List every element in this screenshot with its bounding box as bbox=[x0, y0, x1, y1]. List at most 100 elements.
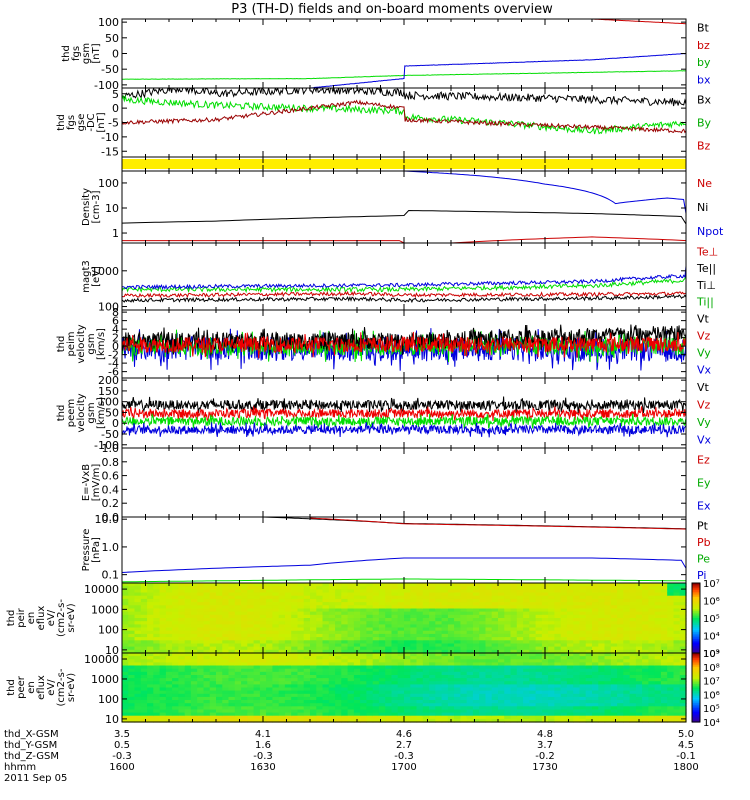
y-tick-label: 100 bbox=[98, 624, 119, 637]
y-axis-label-line: eV/ bbox=[46, 609, 57, 626]
y-tick-label: 1000 bbox=[91, 673, 119, 686]
y-axis-label-line: (cm2-s- bbox=[56, 668, 67, 706]
y-tick-label: 1000 bbox=[91, 603, 119, 616]
y-axis-label: thd fgs gse -DC [nT] bbox=[56, 112, 107, 132]
y-axis-label-line: (cm2-s- bbox=[56, 599, 67, 637]
legend-vy: Vy bbox=[697, 347, 711, 360]
legend-npot: Npot bbox=[697, 225, 724, 238]
x-tick-label: 2.7 bbox=[396, 740, 412, 751]
y-tick-label: 100 bbox=[98, 301, 119, 314]
y-tick-label: 1000 bbox=[91, 265, 119, 278]
date-label: 2011 Sep 05 bbox=[4, 773, 67, 784]
x-tick-label: 4.6 bbox=[396, 729, 412, 740]
y-tick-label: -6 bbox=[108, 366, 119, 379]
y-tick-label: 0 bbox=[112, 340, 119, 353]
legend-ni: Ni bbox=[697, 201, 708, 214]
y-axis-label: thd peim velocity gsm [km/s] bbox=[56, 324, 107, 363]
y-axis-label-line: thd bbox=[6, 610, 17, 627]
y-tick-label: 10 bbox=[105, 644, 119, 657]
x-tick-label: 1730 bbox=[532, 762, 557, 773]
legend-pe: Pe bbox=[697, 552, 710, 565]
legend-bz: bz bbox=[697, 39, 710, 52]
y-tick-label: 200 bbox=[98, 374, 119, 387]
legend-vt: Vt bbox=[697, 313, 710, 326]
y-axis-label-line: [km/s] bbox=[96, 328, 107, 360]
x-tick-label: 1630 bbox=[250, 762, 275, 773]
colorbar-label: 10⁵ bbox=[703, 704, 720, 715]
colorbar-label: 10⁷ bbox=[703, 579, 720, 590]
x-tick-label: 1.6 bbox=[255, 740, 271, 751]
y-tick-label: 8 bbox=[112, 306, 119, 319]
spectrogram-peir-en-eflux: 10000 1000 100 10 thd peir en eflux eV/(cm2-s-sr… bbox=[6, 579, 720, 660]
plot-title: P3 (TH-D) fields and on-board moments ov… bbox=[231, 2, 553, 17]
y-axis-label-line: thd bbox=[56, 405, 67, 422]
y-axis-label-line: Density bbox=[81, 188, 92, 226]
colorbar-label: 10⁷ bbox=[703, 677, 720, 688]
y-tick-label: 1.0 bbox=[102, 541, 120, 554]
colorbar-label: 10⁴ bbox=[703, 718, 720, 729]
y-axis-label-line: fgs bbox=[66, 115, 77, 130]
legend-vz: Vz bbox=[697, 330, 711, 343]
y-tick-label: 0.8 bbox=[102, 456, 120, 469]
x-tick-label: 1800 bbox=[673, 762, 698, 773]
y-axis-label-line: fgs bbox=[71, 46, 82, 61]
panel-fgs-gsm: 100 50 0 -50 -100 thd fgs gsm [nT] Bt bz by bx bbox=[61, 16, 711, 92]
y-tick-label: -2 bbox=[108, 349, 119, 362]
colorbar-label: 10³ bbox=[703, 649, 720, 660]
y-axis-label-line: sr-eV) bbox=[66, 603, 77, 632]
y-tick-label: 100 bbox=[98, 16, 119, 29]
y-axis-label: thd peer en eflux eV/(cm2-s-sr-eV) bbox=[6, 668, 77, 706]
legend-bx: Bx bbox=[697, 94, 712, 107]
y-axis-label-line: eflux bbox=[36, 606, 47, 631]
y-axis-label-line: en bbox=[26, 612, 37, 625]
x-tick-label: 5.0 bbox=[678, 729, 694, 740]
panel-fgs-gse: 50 -5-10-15 thd fgs gse -DC [nT] Bx By Bz bbox=[56, 87, 712, 158]
y-tick-label: -4 bbox=[108, 357, 119, 370]
y-axis-label: thd peem velocity gsm [km/s] bbox=[56, 393, 107, 432]
y-axis-label-line: eV/ bbox=[46, 679, 57, 696]
series-ti- bbox=[122, 266, 686, 290]
x-row-label: thd_Z-GSM bbox=[4, 751, 59, 762]
y-axis-label-line: sr-eV) bbox=[66, 673, 77, 702]
y-tick-label: 100 bbox=[98, 177, 119, 190]
y-tick-label: -15 bbox=[101, 145, 119, 158]
y-axis-label-line: velocity bbox=[76, 393, 87, 432]
y-tick-label: 100 bbox=[98, 396, 119, 409]
x-tick-label: -0.3 bbox=[253, 751, 273, 762]
x-tick-label: 4.8 bbox=[537, 729, 553, 740]
y-axis-label-line: Pressure bbox=[81, 529, 92, 572]
series-npot bbox=[403, 171, 686, 214]
series-vt bbox=[122, 396, 686, 414]
y-tick-label: 10.0 bbox=[95, 513, 120, 526]
y-tick-label: 10 bbox=[105, 202, 119, 215]
legend-vy: Vy bbox=[697, 416, 711, 429]
x-tick-label: 4.1 bbox=[255, 729, 271, 740]
y-axis-label-line: thd bbox=[61, 45, 72, 62]
y-axis-label: thd fgs gsm [nT] bbox=[61, 43, 102, 64]
x-tick-label: 3.7 bbox=[537, 740, 553, 751]
legend-ez: Ez bbox=[697, 454, 710, 467]
x-axis-annotations: thd_X-GSM 3.5 4.1 4.6 4.8 5.0 thd_Y-GSM 0.5 1.6 2… bbox=[4, 729, 699, 784]
series-te- bbox=[122, 290, 686, 299]
legend-ex: Ex bbox=[697, 500, 711, 513]
y-tick-label: 0 bbox=[112, 417, 119, 430]
x-tick-label: -0.3 bbox=[394, 751, 414, 762]
legend-by: by bbox=[697, 56, 711, 69]
legend-ne: Ne bbox=[697, 177, 712, 190]
y-tick-label: 4 bbox=[112, 323, 119, 336]
series-te- bbox=[122, 294, 686, 304]
series-pi bbox=[122, 557, 686, 573]
legend-bt: Bt bbox=[697, 22, 710, 35]
y-axis-label-line: magt3 bbox=[81, 260, 92, 293]
y-tick-label: 150 bbox=[98, 385, 119, 398]
legend-pb: Pb bbox=[697, 536, 711, 549]
y-axis-label-line: thd bbox=[6, 679, 17, 696]
y-tick-label: 0 bbox=[112, 48, 119, 61]
y-axis-label-line: thd bbox=[56, 336, 67, 353]
legend-vt: Vt bbox=[697, 381, 710, 394]
y-tick-label: 0.2 bbox=[102, 497, 120, 510]
colorbar-label: 10⁵ bbox=[703, 614, 720, 625]
